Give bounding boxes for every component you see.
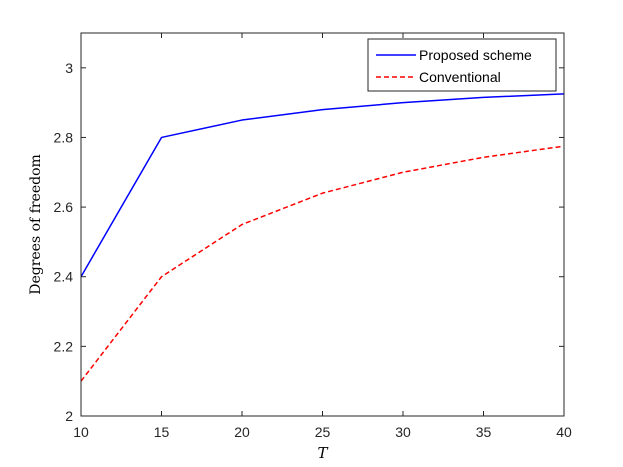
- y-tick-label: 2: [65, 408, 73, 424]
- legend-label-conventional: Conventional: [419, 69, 501, 85]
- x-tick-label: 30: [395, 424, 411, 440]
- y-tick-label: 3: [65, 60, 73, 76]
- legend-box: [367, 38, 557, 92]
- y-axis-label: Degrees of freedom: [28, 154, 44, 295]
- y-tick-label: 2.8: [54, 129, 74, 145]
- y-tick-label: 2.6: [54, 199, 74, 215]
- legend-label-proposed-scheme: Proposed scheme: [419, 47, 532, 63]
- y-tick-label: 2.2: [54, 338, 74, 354]
- x-tick-label: 40: [556, 424, 572, 440]
- x-tick-label: 20: [234, 424, 250, 440]
- x-tick-label: 25: [315, 424, 331, 440]
- legend: Proposed scheme Conventional: [367, 38, 557, 92]
- ticks-layer: 10 15 20 25 30 35 40 2 2.2 2.4 2.6 2.8 3: [54, 33, 572, 440]
- y-tick-label: 2.4: [54, 269, 74, 285]
- x-tick-label: 35: [476, 424, 492, 440]
- x-tick-label: 10: [73, 424, 89, 440]
- x-axis-label: T: [317, 444, 328, 462]
- x-tick-label: 15: [154, 424, 170, 440]
